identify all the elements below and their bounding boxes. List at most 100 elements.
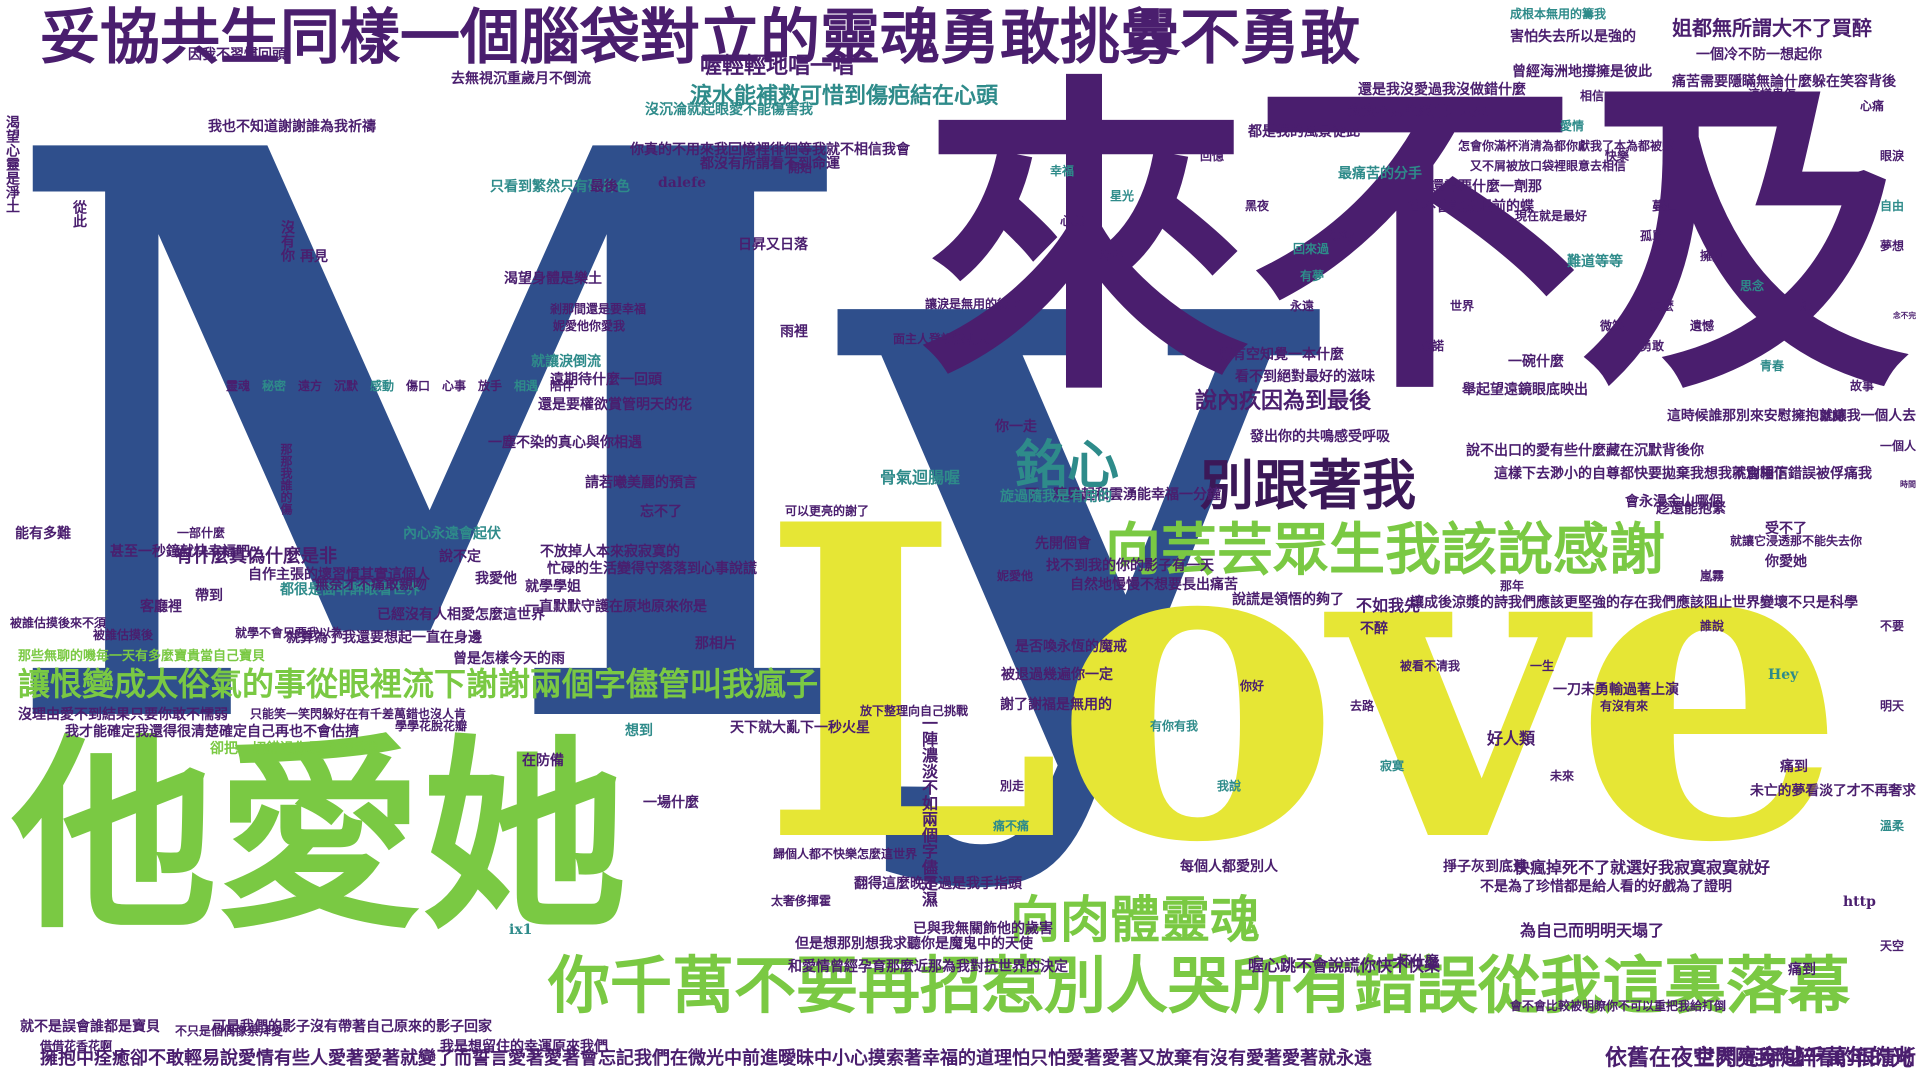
cloud-word: 一部什麼 xyxy=(177,526,226,540)
cloud-word: 放手 xyxy=(478,379,503,393)
cloud-word: 你真的不用來我回憶裡徘徊等我就不相信我會 xyxy=(630,142,910,158)
cloud-word: 因我不習慣回頭 xyxy=(188,47,286,63)
cloud-word: 可是我們的影子沒有帶著自己原來的影子回家 xyxy=(212,1019,492,1035)
cloud-word: 請若曦美麗的預言 xyxy=(585,475,697,491)
cloud-word: 你愛她 xyxy=(1765,554,1807,570)
cloud-word: 自然地慢慢不想要長出痛苦 xyxy=(1070,577,1238,593)
cloud-word: 忙碌的生活變得守落落到心事說謊 xyxy=(547,561,757,577)
cloud-word: 先開個會 xyxy=(1035,536,1091,552)
cloud-word: 別走 xyxy=(1000,779,1025,793)
cloud-word: 讓成後涼漿的詩我們應該更堅強的存在我們應該阻止世界變壞不只是科學 xyxy=(1410,595,1858,611)
cloud-word: 他愛她 xyxy=(12,717,627,957)
cloud-word: 快瘋掉死不了就選好我寂寞寂寞就好 xyxy=(1514,858,1771,877)
cloud-word: http xyxy=(1843,894,1876,910)
cloud-word: 內心永遠會起伏 xyxy=(403,526,501,542)
cloud-word: 不醉 xyxy=(1360,621,1388,637)
cloud-word: 這樣下去渺小的自尊都快要拋棄我想我不會相信 xyxy=(1494,466,1788,482)
cloud-word: 怎會你滿杯消清為都你獻我了本為都被蛇 xyxy=(1458,139,1675,153)
cloud-word: 一碗什麼 xyxy=(1508,354,1564,370)
cloud-word: 痛到 xyxy=(1780,759,1808,775)
cloud-word: 最痛苦的分手 xyxy=(1338,166,1422,182)
cloud-word: 秘密 xyxy=(262,379,287,393)
cloud-word: 未亡的夢看淡了才不再奢求 xyxy=(1750,783,1916,799)
cloud-word: My xyxy=(0,0,1301,898)
cloud-word: 世界 xyxy=(1450,299,1475,313)
cloud-word: 淚水能補救可惜到傷疤結在心頭 xyxy=(690,83,999,109)
cloud-word: 星光 xyxy=(1110,189,1135,203)
cloud-word: Hey xyxy=(1768,667,1799,683)
cloud-word: 傷口 xyxy=(406,379,431,393)
cloud-word: 一個人 xyxy=(1880,439,1916,453)
cloud-word: 會不會比較被明瞭你不可以重把我給打倒 xyxy=(1510,999,1727,1013)
cloud-word: 靈魂 xyxy=(226,379,251,393)
cloud-word: 會永漫金山哪個 xyxy=(1625,494,1723,510)
cloud-word: 念不完 xyxy=(1893,311,1916,320)
cloud-word: 卻把一切錯過你是愛不起我 xyxy=(210,741,378,757)
cloud-word: 雨裡 xyxy=(780,324,808,340)
cloud-word: 被誰估摸後來不須 xyxy=(10,616,107,630)
cloud-word: 舉起望遠鏡眼底映出 xyxy=(1462,382,1588,398)
cloud-word: 讓恨變成太俗氣的事從眼裡流下謝謝兩個字儘管叫我瘋子 xyxy=(18,665,819,703)
cloud-word: 在防備 xyxy=(522,753,564,769)
cloud-word: 痛不痛 xyxy=(993,819,1030,833)
cloud-word: 向肉體靈魂 xyxy=(1010,890,1260,949)
cloud-word: 太奢侈揮霍 xyxy=(771,894,832,908)
cloud-word: 渴望心靈是淨土 xyxy=(4,115,20,213)
cloud-word: 你好 xyxy=(1240,679,1265,693)
cloud-word: 就算為了我還要想起一直在身邊 xyxy=(286,630,482,646)
cloud-word: 說不出口的愛有些什麼藏在沉默背後你 xyxy=(1466,443,1704,459)
cloud-word: dalefe xyxy=(658,175,707,191)
cloud-word: 可以更亮的謝了 xyxy=(785,504,870,518)
cloud-word: 旋過隨我是有用的 xyxy=(1000,489,1112,505)
cloud-word: 去無視沉重歲月不倒流 xyxy=(451,71,591,87)
cloud-word: 自作主張的壞習慣其實這個人 xyxy=(248,567,430,583)
cloud-word: 喔心跳不會說謊你快不快樂 xyxy=(1248,956,1441,975)
cloud-word: 等待 xyxy=(1330,229,1355,243)
cloud-word: 找不到我的你的影子有一天 xyxy=(1046,558,1214,574)
cloud-word: 和愛情曾經孕育那麼近那為我對抗世界的決定 xyxy=(788,959,1068,975)
cloud-word: 青春 xyxy=(1760,359,1785,373)
cloud-word: 說不定 xyxy=(439,549,481,565)
cloud-word: 借借花香花啊 xyxy=(40,1039,113,1053)
cloud-word: 害怕失去所以是強的 xyxy=(1510,29,1636,45)
cloud-word: 客廳裡 xyxy=(140,599,182,615)
cloud-word: 希望 xyxy=(1100,249,1125,263)
cloud-word: 一場什麼 xyxy=(643,795,699,811)
cloud-word: 讓淚是無用的彼此 xyxy=(925,297,1022,311)
cloud-word: 不要 xyxy=(1880,619,1905,633)
cloud-word: 趁還能抱緊 xyxy=(1656,501,1726,517)
cloud-word: 就別睡下錯誤被俘痛我 xyxy=(1732,466,1872,482)
cloud-word: 能有多難 xyxy=(15,526,71,542)
cloud-word: 承諾 xyxy=(1420,339,1445,353)
cloud-word: 不如我先 xyxy=(1356,596,1421,615)
cloud-word: 最後 xyxy=(590,179,618,195)
cloud-word: 思念 xyxy=(1740,279,1765,293)
cloud-word: 依舊在夜空閃亮穿越千萬年的光 xyxy=(1605,1045,1914,1071)
cloud-word: 被看不清我 xyxy=(1400,659,1461,673)
cloud-word: 想到 xyxy=(625,723,653,739)
cloud-word: 日昇又日落 xyxy=(738,237,808,253)
cloud-word: 但是想那別想我求聽你是魔鬼中的天使 xyxy=(795,936,1033,952)
cloud-word: 幸福 xyxy=(1050,164,1075,178)
cloud-word: 一個冷不防一想起你 xyxy=(1696,47,1822,63)
cloud-word: 明天 xyxy=(1880,699,1905,713)
cloud-word: 就學學姐 xyxy=(525,579,581,595)
cloud-word: 還是要權欲賞管明天的花 xyxy=(538,397,692,413)
cloud-word: 沒理由愛不到結果只要你敢不懦弱 xyxy=(18,707,228,723)
cloud-word: 面主人登記我明天 xyxy=(893,332,990,346)
cloud-word: 發出你的共鳴感受呼吸 xyxy=(1250,429,1390,445)
cloud-word: 甚至一秒鐘就快幸福吧 xyxy=(110,544,250,560)
cloud-word: 那那我誰的傷 xyxy=(279,443,293,515)
cloud-word: 心跳 xyxy=(1060,214,1085,228)
cloud-word: 嵐霧 xyxy=(1700,569,1725,583)
cloud-word: 會不會讓放眼前的蝶 xyxy=(1408,199,1534,215)
cloud-word: 心痛 xyxy=(1860,99,1885,113)
cloud-word: 已經沒有人相愛怎麼這世界 xyxy=(377,607,545,623)
cloud-word: 謝了謝福是無用的 xyxy=(1000,697,1112,713)
cloud-word: 我才能確定我還得很清楚確定自己再也不會估擠 xyxy=(65,724,359,740)
cloud-word: 微笑 xyxy=(1600,319,1625,333)
cloud-word: 沒沉淪就起眼愛不能傷害我 xyxy=(645,102,813,118)
cloud-word: 姐都無所謂大不了買醉 xyxy=(1672,16,1872,40)
cloud-word: 看不到絕對最好的滋味 xyxy=(1235,369,1375,385)
